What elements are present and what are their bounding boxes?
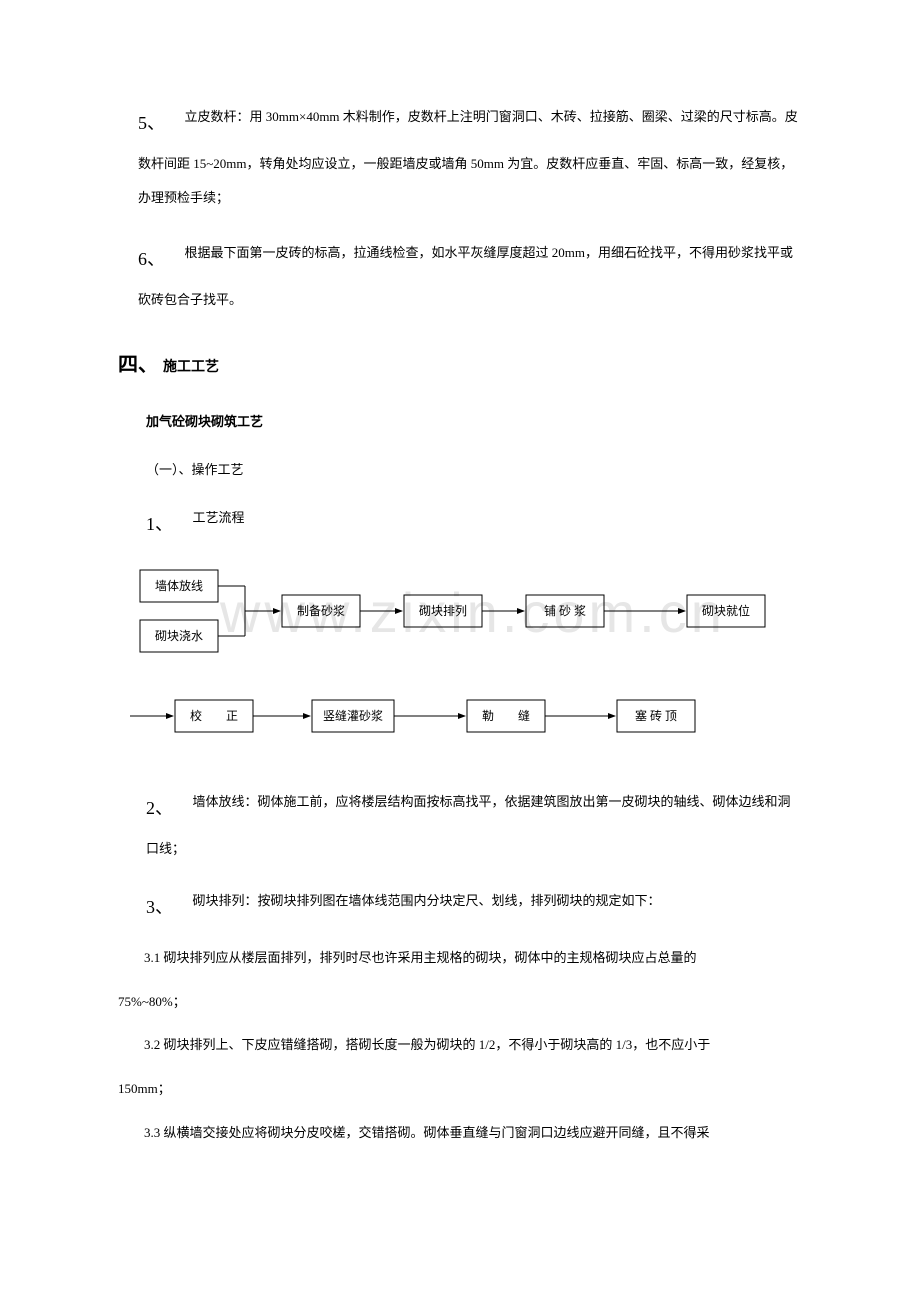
section-number: 四、: [118, 354, 158, 376]
flow-node: 勒 缝: [482, 708, 530, 723]
item-text: [176, 510, 189, 525]
para-3-1b: 75%~80%；: [118, 985, 802, 1019]
item-number: 2、: [146, 785, 173, 832]
item-text: [168, 245, 181, 260]
flow-node: 制备砂浆: [297, 603, 345, 618]
item-text: [168, 109, 181, 124]
item-number: 1、: [146, 501, 173, 548]
para-3-1: 3.1 砌块排列应从楼层面排列，排列时尽也许采用主规格的砌块，砌体中的主规格砌块…: [118, 941, 802, 975]
flow-node: 墙体放线: [155, 578, 203, 593]
flowchart: 墙体放线 砌块浇水 制备砂浆 砌块排列 铺 砂 浆 砌块就位: [130, 565, 802, 755]
item-number: 6、: [138, 236, 165, 283]
item-text: [176, 893, 189, 908]
flow-node: 砌块排列: [419, 604, 467, 618]
list-item-5: 5、 立皮数杆：用 30mm×40mm 木料制作，皮数杆上注明门窗洞口、木砖、拉…: [118, 100, 802, 214]
flow-node: 校 正: [190, 708, 238, 723]
item-text: [176, 794, 189, 809]
flow-node: 竖缝灌砂浆: [323, 708, 383, 723]
item-text: 工艺流程: [193, 510, 245, 525]
para-3-3: 3.3 纵横墙交接处应将砌块分皮咬槎，交错搭砌。砌体垂直缝与门窗洞口边线应避开同…: [118, 1116, 802, 1150]
flow-node: 塞 砖 顶: [635, 708, 677, 723]
sub-item-3: 3、 砌块排列：按砌块排列图在墙体线范围内分块定尺、划线，排列砌块的规定如下：: [146, 884, 802, 931]
item-text: 砌块排列：按砌块排列图在墙体线范围内分块定尺、划线，排列砌块的规定如下：: [193, 893, 661, 908]
section-heading-4: 四、 施工工艺: [118, 339, 802, 391]
document-page: 5、 立皮数杆：用 30mm×40mm 木料制作，皮数杆上注明门窗洞口、木砖、拉…: [0, 0, 920, 1220]
item-text: 根据最下面第一皮砖的标高，拉通线检查，如水平灰缝厚度超过 20mm，用细石砼找平…: [138, 245, 793, 307]
flow-node: 砌块浇水: [155, 629, 203, 643]
para-3-2: 3.2 砌块排列上、下皮应错缝搭砌，搭砌长度一般为砌块的 1/2，不得小于砌块高…: [118, 1028, 802, 1062]
flow-node: 砌块就位: [702, 603, 750, 618]
subsection-h1: （一）、操作工艺: [146, 453, 802, 487]
flowchart-svg: 墙体放线 砌块浇水 制备砂浆 砌块排列 铺 砂 浆 砌块就位: [130, 565, 810, 755]
flow-node: 铺 砂 浆: [544, 603, 586, 618]
sub-item-2: 2、 墙体放线：砌体施工前，应将楼层结构面按标高找平，依据建筑图放出第一皮砌块的…: [146, 785, 802, 866]
para-3-2b: 150mm；: [118, 1072, 802, 1106]
item-number: 5、: [138, 100, 165, 147]
item-number: 3、: [146, 884, 173, 931]
item-text: 立皮数杆：用 30mm×40mm 木料制作，皮数杆上注明门窗洞口、木砖、拉接筋、…: [138, 109, 798, 205]
sub-item-1: 1、 工艺流程: [146, 501, 802, 548]
list-item-6: 6、 根据最下面第一皮砖的标高，拉通线检查，如水平灰缝厚度超过 20mm，用细石…: [118, 236, 802, 317]
section-title: 施工工艺: [163, 358, 219, 374]
subsection-bold: 加气砼砌块砌筑工艺: [146, 405, 802, 439]
item-text: 墙体放线：砌体施工前，应将楼层结构面按标高找平，依据建筑图放出第一皮砌块的轴线、…: [146, 794, 791, 856]
